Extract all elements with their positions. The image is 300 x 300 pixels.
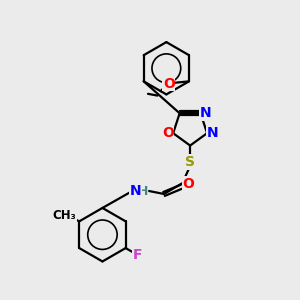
Text: F: F <box>133 248 142 262</box>
Text: O: O <box>182 177 194 191</box>
Text: O: O <box>163 77 175 91</box>
Text: S: S <box>185 155 195 169</box>
Text: O: O <box>162 126 174 140</box>
Text: N: N <box>129 184 141 198</box>
Text: N: N <box>207 126 218 140</box>
Text: CH₃: CH₃ <box>52 209 76 222</box>
Text: H: H <box>137 184 148 197</box>
Text: N: N <box>200 106 212 120</box>
